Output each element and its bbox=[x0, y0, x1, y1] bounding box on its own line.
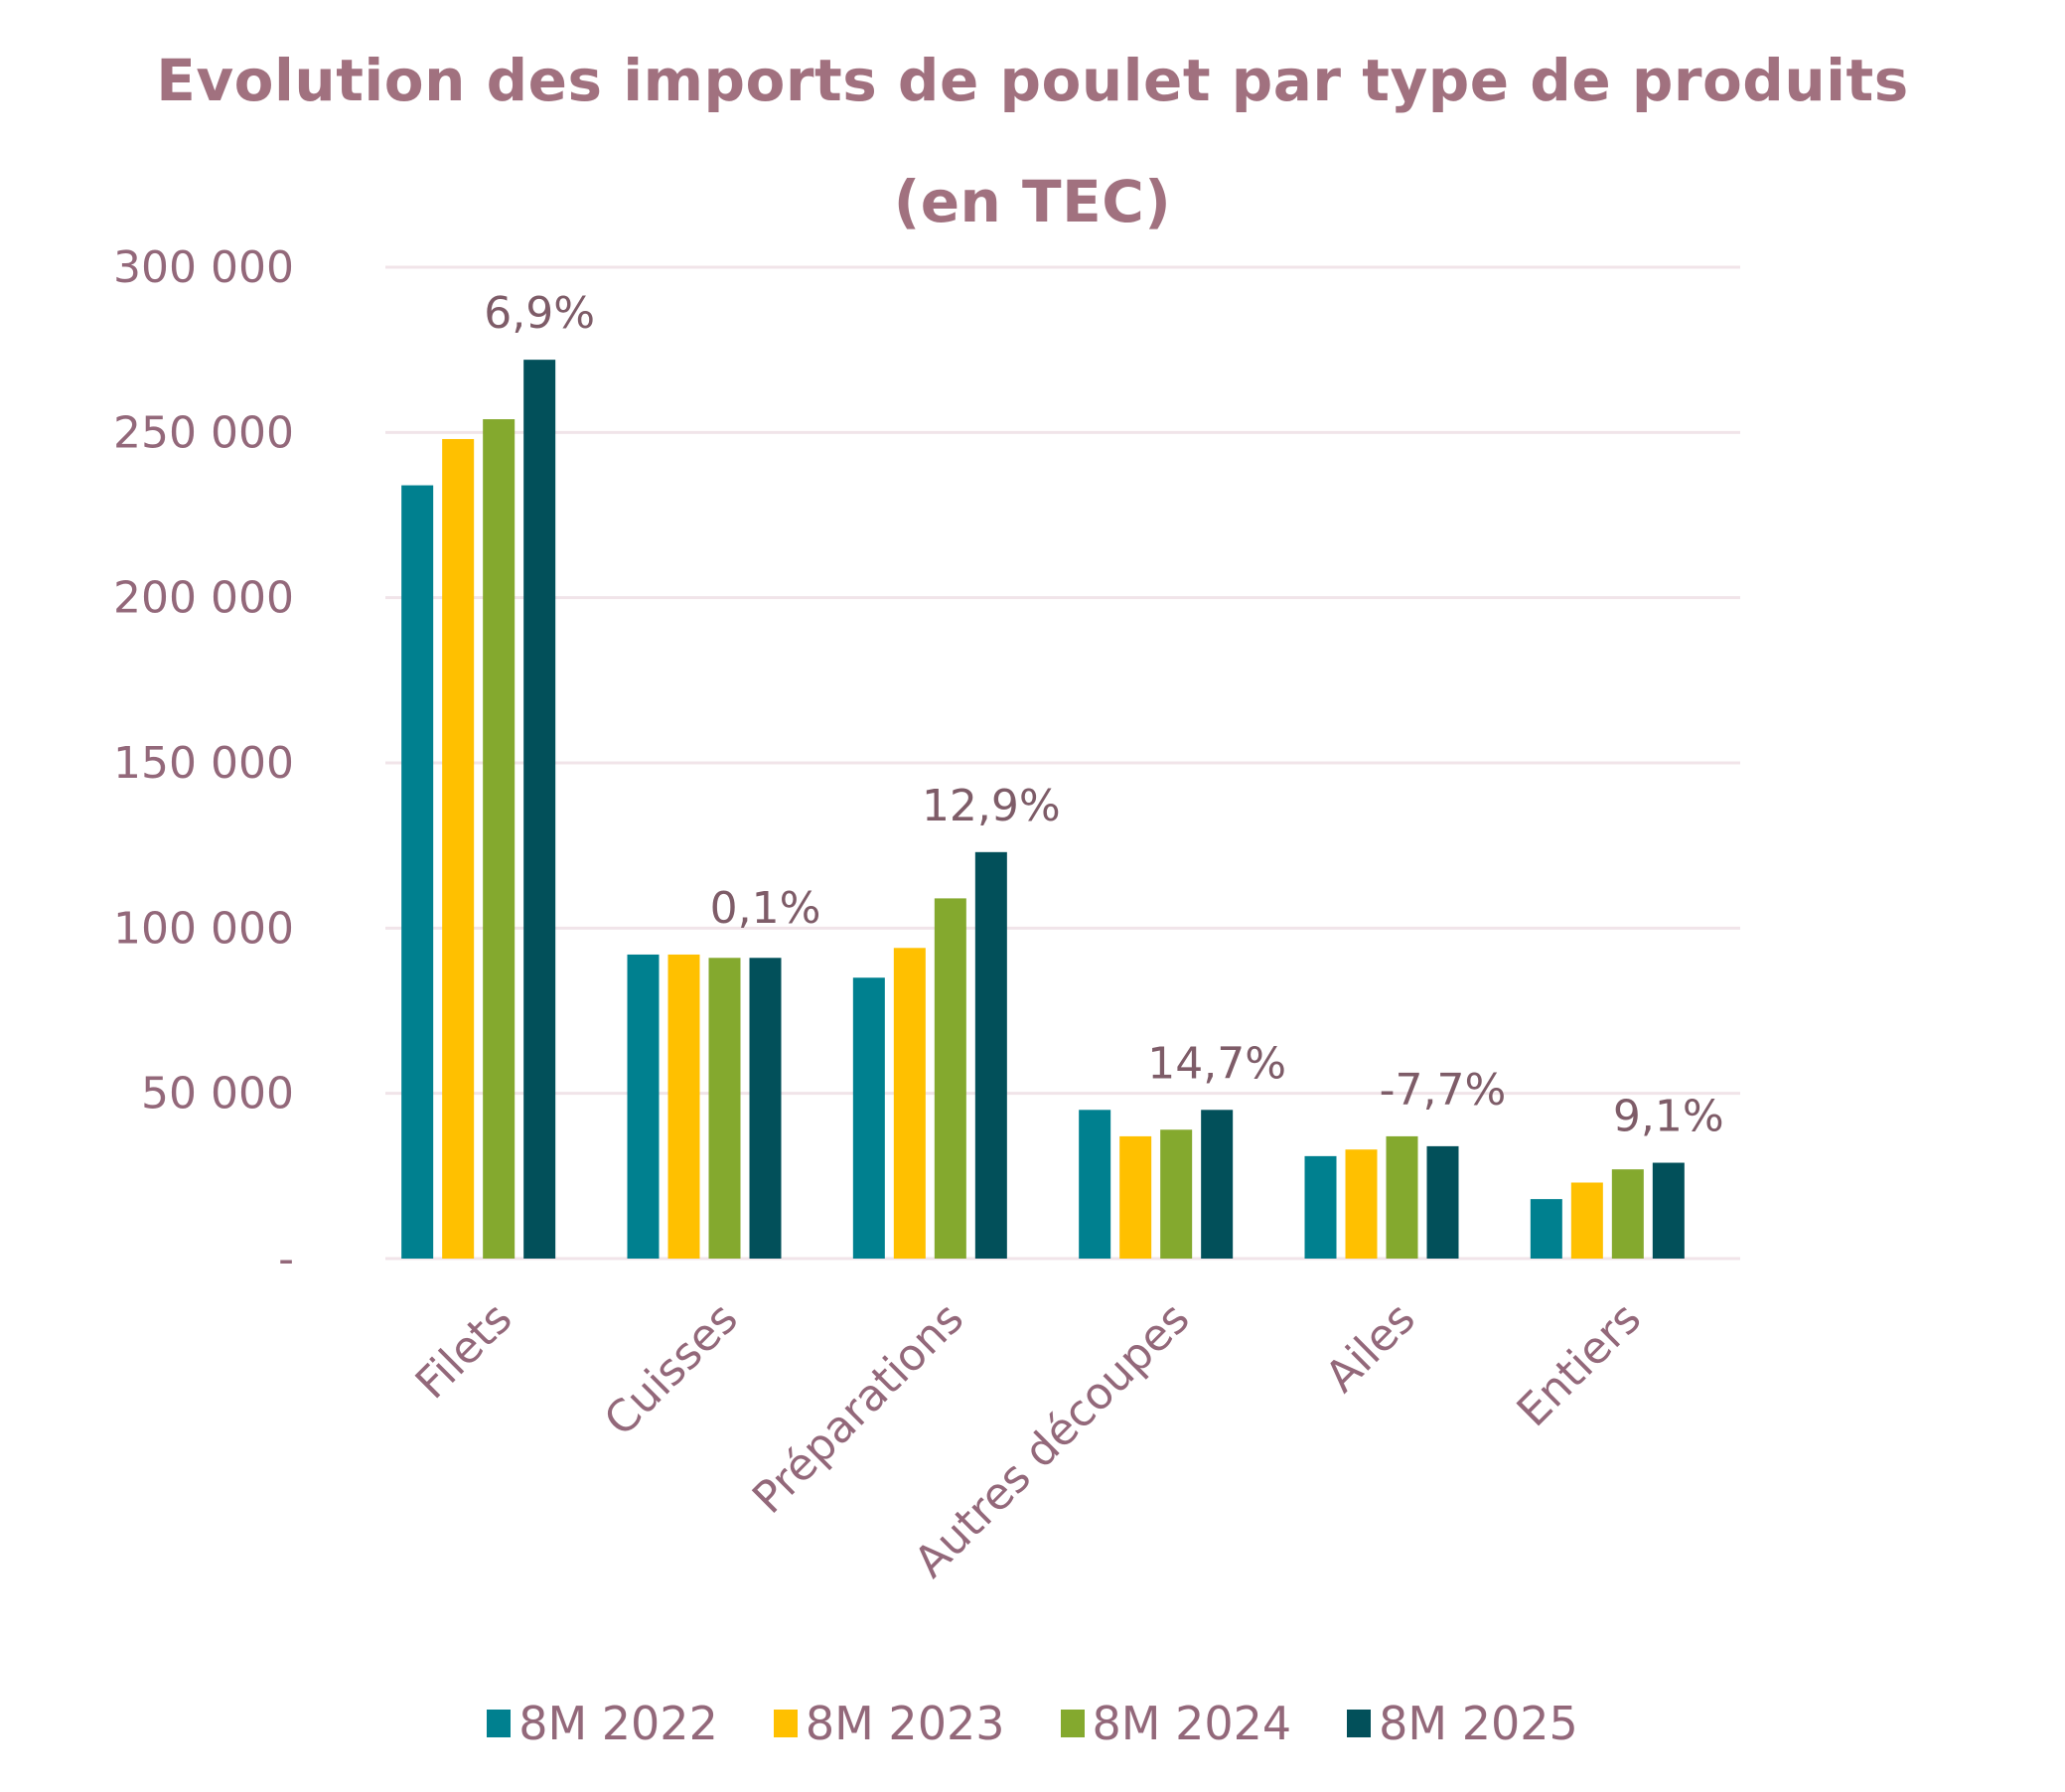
legend-item: 8M 2024 bbox=[1060, 1697, 1292, 1750]
bar-autres-d-coupes-8m-2025 bbox=[1201, 1110, 1234, 1259]
x-category-label: Ailes bbox=[1316, 1293, 1425, 1403]
y-tick-label: 50 000 bbox=[141, 1069, 294, 1120]
bar-ailes-8m-2024 bbox=[1386, 1135, 1418, 1259]
legend-swatch bbox=[1060, 1710, 1085, 1737]
y-tick-label: 100 000 bbox=[113, 903, 294, 954]
y-tick-label: - bbox=[278, 1234, 294, 1284]
legend-label: 8M 2024 bbox=[1092, 1697, 1292, 1750]
x-category-label: Entiers bbox=[1508, 1293, 1651, 1436]
x-category-label: Filets bbox=[406, 1293, 522, 1410]
bar-cuisses-8m-2025 bbox=[749, 958, 782, 1259]
chart-title-line-2: (en TEC) bbox=[893, 168, 1172, 235]
x-category-label: Préparations bbox=[743, 1293, 973, 1524]
bar-ailes-8m-2025 bbox=[1426, 1145, 1459, 1259]
y-tick-label: 300 000 bbox=[113, 242, 294, 293]
bar-pr-parations-8m-2022 bbox=[852, 977, 885, 1259]
legend-label: 8M 2025 bbox=[1379, 1697, 1578, 1750]
annotations: 6,9% 0,1% 12,9% 14,7% -7,7% 9,1% bbox=[484, 288, 1723, 1141]
bar-filets-8m-2024 bbox=[483, 419, 516, 1259]
bar-autres-d-coupes-8m-2023 bbox=[1119, 1135, 1152, 1259]
bar-cuisses-8m-2022 bbox=[627, 954, 660, 1259]
y-axis-tick-labels: - 50 000 100 000 150 000 200 000 250 000 300 0… bbox=[113, 242, 294, 1284]
y-tick-label: 250 000 bbox=[113, 407, 294, 458]
legend-item: 8M 2022 bbox=[487, 1697, 718, 1750]
legend-swatch bbox=[773, 1710, 798, 1737]
bar-filets-8m-2025 bbox=[523, 360, 556, 1259]
bar-entiers-8m-2024 bbox=[1611, 1169, 1644, 1259]
bars bbox=[401, 360, 1685, 1259]
bar-entiers-8m-2022 bbox=[1530, 1199, 1562, 1259]
legend-item: 8M 2023 bbox=[773, 1697, 1005, 1750]
chart-title: Evolution des imports de poulet par type… bbox=[0, 20, 2065, 262]
bar-chart: - 50 000 100 000 150 000 200 000 250 000 300 0… bbox=[113, 242, 1740, 1587]
bar-ailes-8m-2022 bbox=[1304, 1155, 1337, 1259]
bar-entiers-8m-2025 bbox=[1652, 1162, 1685, 1259]
x-category-label: Cuisses bbox=[595, 1293, 748, 1446]
bar-filets-8m-2022 bbox=[401, 485, 434, 1259]
bar-filets-8m-2023 bbox=[442, 438, 475, 1259]
growth-annotation: 12,9% bbox=[922, 781, 1061, 831]
growth-annotation: 0,1% bbox=[710, 883, 821, 934]
bar-pr-parations-8m-2024 bbox=[934, 898, 966, 1259]
growth-annotation: 9,1% bbox=[1613, 1092, 1724, 1142]
gridlines bbox=[385, 265, 1740, 1261]
bar-autres-d-coupes-8m-2024 bbox=[1160, 1129, 1193, 1259]
bar-pr-parations-8m-2023 bbox=[893, 948, 926, 1259]
legend-item: 8M 2025 bbox=[1347, 1697, 1578, 1750]
growth-annotation: 14,7% bbox=[1147, 1038, 1286, 1089]
y-tick-label: 200 000 bbox=[113, 573, 294, 624]
y-tick-label: 150 000 bbox=[113, 738, 294, 789]
bar-pr-parations-8m-2025 bbox=[974, 851, 1007, 1259]
bar-ailes-8m-2023 bbox=[1345, 1149, 1378, 1259]
legend-label: 8M 2022 bbox=[518, 1697, 718, 1750]
legend-swatch bbox=[487, 1710, 512, 1737]
legend: 8M 2022 8M 2023 8M 2024 8M 2025 bbox=[0, 1697, 2065, 1750]
bar-entiers-8m-2023 bbox=[1570, 1182, 1603, 1259]
growth-annotation: 6,9% bbox=[484, 288, 595, 339]
growth-annotation: -7,7% bbox=[1380, 1065, 1507, 1116]
chart-title-line-1: Evolution des imports de poulet par type… bbox=[156, 47, 1909, 114]
bar-autres-d-coupes-8m-2022 bbox=[1079, 1110, 1111, 1259]
legend-swatch bbox=[1347, 1710, 1372, 1737]
legend-label: 8M 2023 bbox=[805, 1697, 1005, 1750]
bar-cuisses-8m-2023 bbox=[667, 954, 700, 1259]
bar-cuisses-8m-2024 bbox=[708, 958, 741, 1259]
